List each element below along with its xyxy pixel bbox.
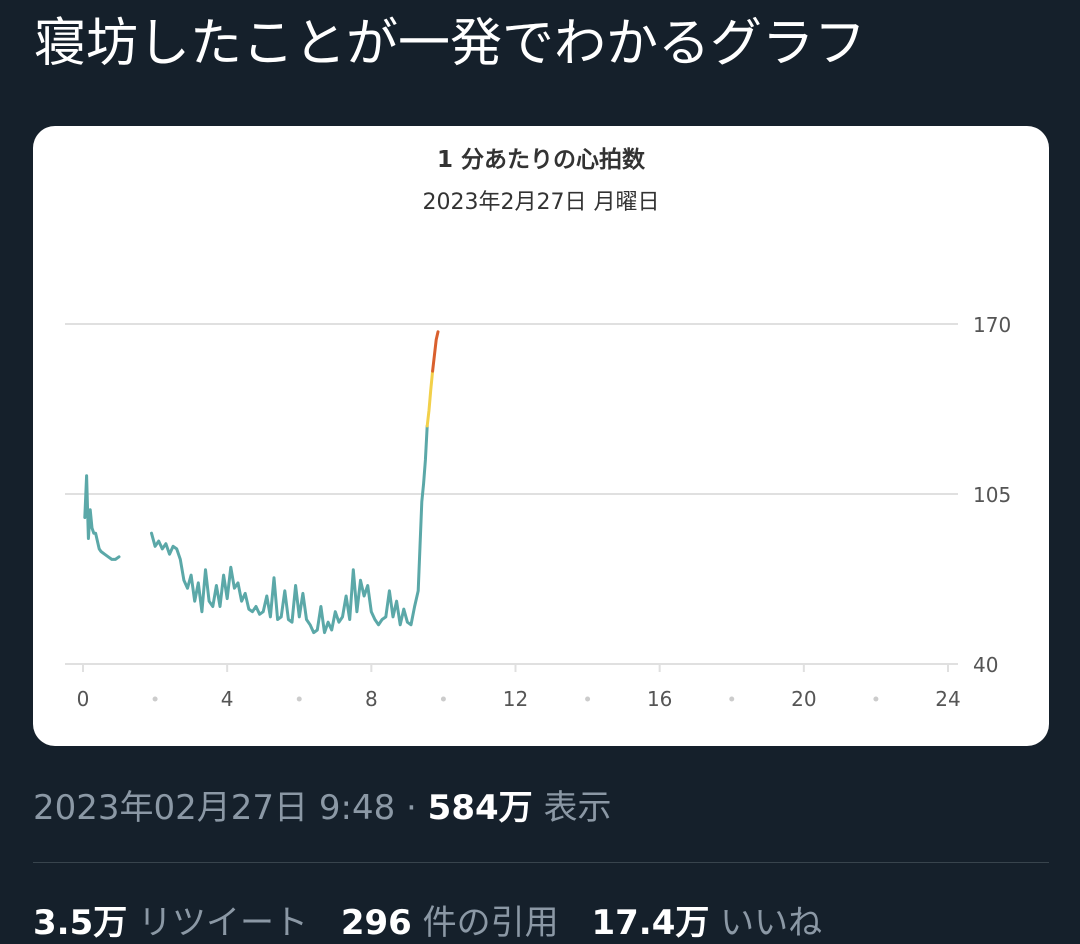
x-tick-label: 4 (221, 687, 234, 711)
x-tick-label: 24 (935, 687, 960, 711)
meta-separator: · (406, 788, 417, 828)
x-tick-label: 20 (791, 687, 816, 711)
x-minor-tick-dot (873, 696, 879, 702)
x-tick-label: 12 (503, 687, 528, 711)
divider (33, 862, 1049, 863)
y-tick-label: 105 (973, 483, 1011, 507)
quotes-stat[interactable]: 296 件の引用 (341, 903, 559, 943)
retweets-count: 3.5万 (33, 903, 128, 943)
x-tick-label: 0 (77, 687, 90, 711)
x-tick-label: 16 (647, 687, 672, 711)
heart-rate-chart: 170 105 40 0 4 8 12 16 20 24 (65, 313, 1011, 711)
x-minor-tick-dot (729, 696, 735, 702)
views-label: 表示 (543, 788, 612, 828)
heart-rate-line-segment (431, 330, 440, 373)
heart-rate-line-segment (425, 369, 435, 428)
x-minor-tick-dot (152, 696, 158, 702)
likes-count: 17.4万 (591, 903, 710, 943)
x-tick-label: 8 (365, 687, 378, 711)
chart-title: 1 分あたりの心拍数 (436, 147, 645, 173)
x-minor-tick-dot (296, 696, 302, 702)
quotes-count: 296 (340, 903, 412, 943)
x-minor-tick-dot (440, 696, 446, 702)
heart-rate-line-segment (150, 424, 429, 635)
tweet-timestamp[interactable]: 2023年02月27日 9:48 (33, 788, 396, 828)
tweet-text: 寝坊したことが一発でわかるグラフ (34, 14, 867, 74)
chart-subtitle: 2023年2月27日 月曜日 (422, 190, 660, 215)
tweet-stats: 3.5万 リツイート 296 件の引用 17.4万 いいね (33, 895, 844, 944)
retweets-stat[interactable]: 3.5万 リツイート (33, 903, 308, 943)
x-minor-tick-dot (585, 696, 591, 702)
tweet-media-image[interactable]: 1 分あたりの心拍数 2023年2月27日 月曜日 170 105 40 0 4 8 12 1… (33, 126, 1049, 746)
heart-rate-line-segment (83, 474, 121, 561)
tweet-meta: 2023年02月27日 9:48 · 584万 表示 (33, 780, 611, 829)
y-tick-label: 170 (973, 313, 1011, 337)
views-count: 584万 (427, 788, 533, 828)
y-tick-label: 40 (973, 653, 998, 677)
likes-stat[interactable]: 17.4万 いいね (591, 903, 822, 943)
likes-label: いいね (720, 903, 823, 943)
quotes-label: 件の引用 (422, 903, 559, 943)
retweets-label: リツイート (138, 903, 309, 943)
